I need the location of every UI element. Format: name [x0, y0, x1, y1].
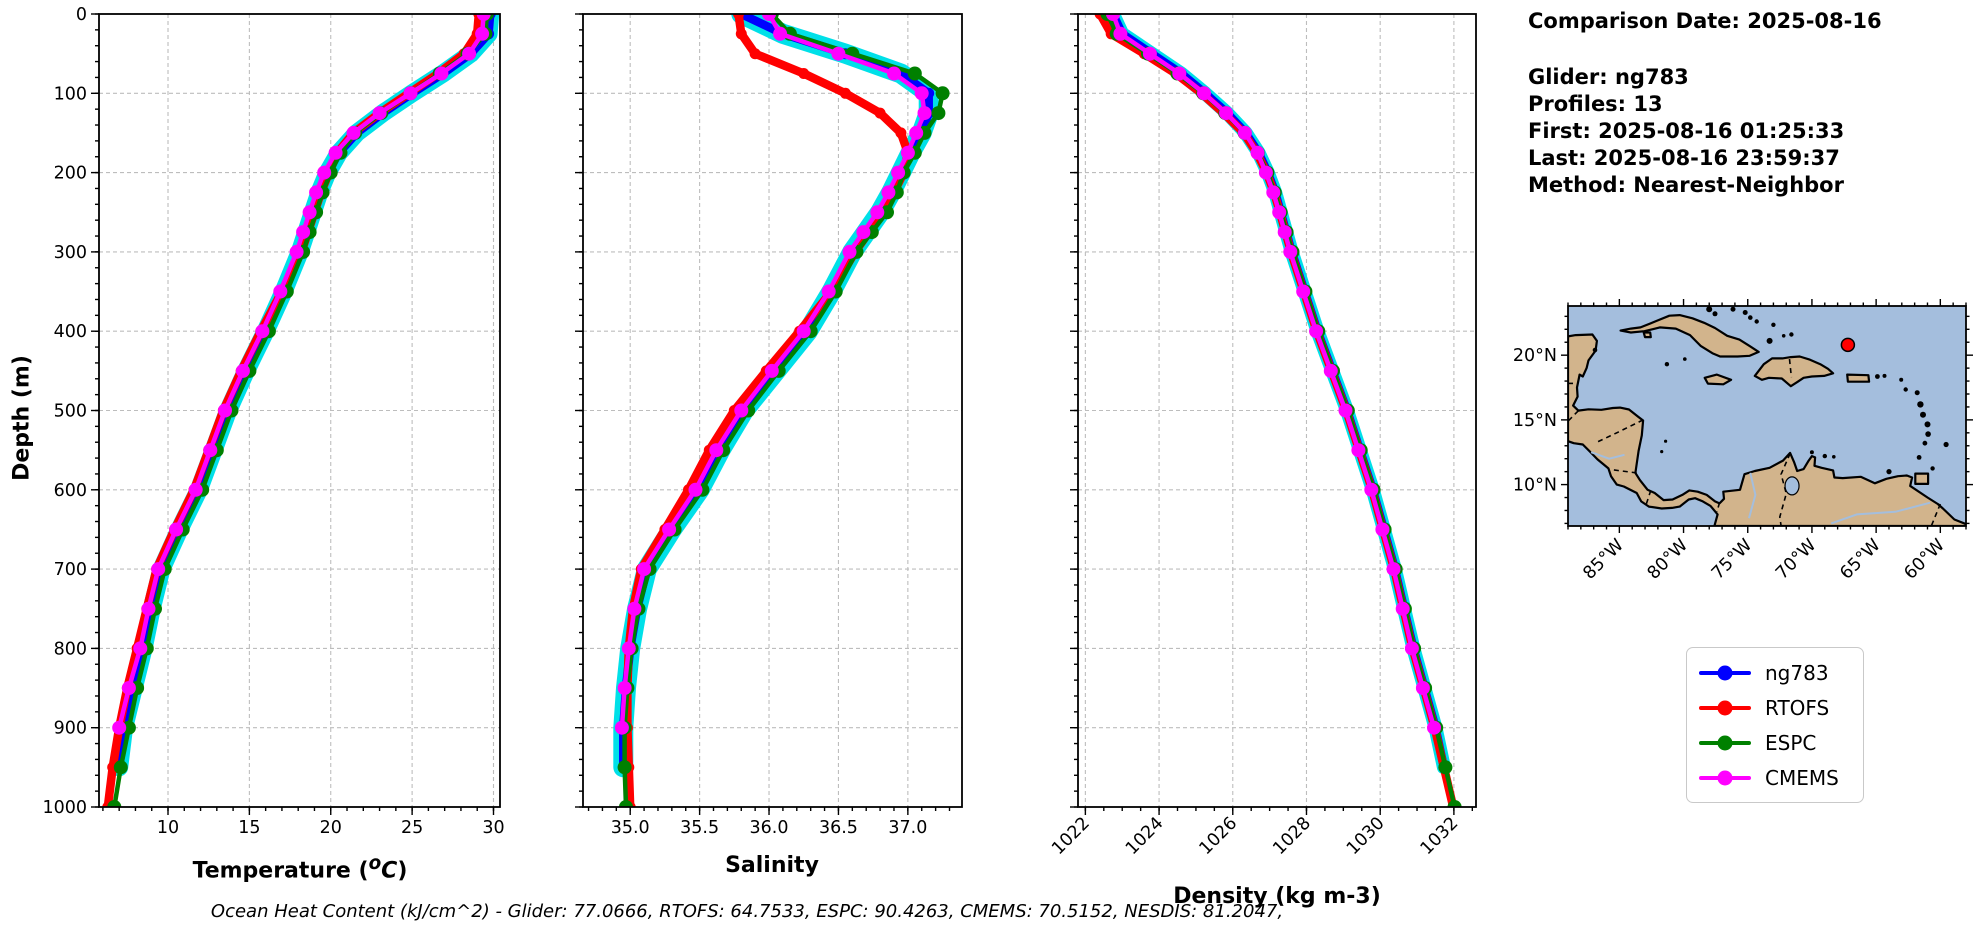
- salinity-plot: 35.0 35.5 36.0 36.5 37.0: [575, 13, 963, 838]
- ticks: [1070, 13, 1474, 815]
- svg-text:37.0: 37.0: [888, 818, 927, 838]
- ticks: [575, 13, 951, 815]
- tick-labels: 10 15 20 25 30010020030040050060070080090010…: [42, 5, 504, 838]
- legend-line-marker: [1699, 700, 1751, 715]
- svg-text:75°W: 75°W: [1708, 535, 1756, 583]
- svg-text:30: 30: [482, 818, 504, 838]
- glider-position-marker: [1840, 337, 1856, 353]
- density-plot: 1022 1024 1026 1028 1030 1032: [1048, 13, 1477, 859]
- salinity-axis-label: Salinity: [725, 853, 819, 878]
- svg-text:35.5: 35.5: [680, 818, 719, 838]
- series-markers-RTOFS: [102, 14, 485, 807]
- svg-text:15°N: 15°N: [1513, 411, 1557, 431]
- legend: ng783 RTOFS ESPC CMEMS: [1686, 647, 1864, 803]
- comparison-date: Comparison Date: 2025-08-16: [1528, 9, 1882, 33]
- svg-text:1000: 1000: [42, 798, 87, 818]
- ticks: [91, 13, 495, 815]
- legend-label: ESPC: [1765, 730, 1817, 755]
- series-markers-CMEMS: [614, 14, 932, 735]
- series-line-ng783: [619, 14, 933, 772]
- svg-text:20: 20: [320, 818, 342, 838]
- svg-text:60°W: 60°W: [1901, 535, 1949, 583]
- ocean-heat-content-note: Ocean Heat Content (kJ/cm^2) - Glider: 7…: [210, 901, 1284, 922]
- svg-text:200: 200: [54, 164, 87, 184]
- tick-labels: 35.0 35.5 36.0 36.5 37.0: [611, 818, 928, 838]
- svg-text:15: 15: [238, 818, 260, 838]
- legend-label: RTOFS: [1765, 695, 1830, 720]
- svg-text:700: 700: [54, 560, 87, 580]
- svg-text:300: 300: [54, 243, 87, 263]
- svg-text:85°W: 85°W: [1580, 535, 1628, 583]
- series-markers-ng783: [113, 14, 496, 773]
- series-line-ng783: [114, 14, 495, 772]
- legend-item-ng783: ng783: [1699, 655, 1851, 690]
- legend-label: ng783: [1765, 660, 1829, 685]
- svg-text:70°W: 70°W: [1772, 535, 1820, 583]
- series-group: [1094, 14, 1462, 807]
- series-markers-CMEMS: [112, 14, 491, 735]
- country-borders: [1568, 359, 1942, 526]
- last-profile-time: Last: 2025-08-16 23:59:37: [1528, 146, 1840, 170]
- svg-text:1022: 1022: [1048, 813, 1094, 859]
- legend-item-CMEMS: CMEMS: [1699, 760, 1851, 795]
- legend-item-ESPC: ESPC: [1699, 725, 1851, 760]
- legend-line-marker: [1699, 665, 1751, 680]
- series-group: [102, 14, 500, 807]
- grid: [99, 13, 500, 808]
- series-markers-CMEMS: [1106, 14, 1441, 735]
- interpolation-method: Method: Nearest-Neighbor: [1528, 173, 1844, 197]
- svg-text:1030: 1030: [1343, 813, 1389, 859]
- svg-text:10: 10: [157, 818, 179, 838]
- svg-text:20°N: 20°N: [1513, 346, 1557, 366]
- lake-maracaibo: [1784, 476, 1800, 496]
- comparison-info-block: Comparison Date: 2025-08-16 Glider: ng78…: [1528, 8, 1882, 199]
- svg-text:600: 600: [54, 481, 87, 501]
- svg-text:1026: 1026: [1196, 813, 1242, 859]
- legend-line-marker: [1699, 735, 1751, 750]
- svg-text:10°N: 10°N: [1513, 476, 1557, 496]
- density-axis-label: Density (kg m-3): [1173, 884, 1381, 909]
- svg-text:80°W: 80°W: [1644, 535, 1692, 583]
- legend-item-RTOFS: RTOFS: [1699, 690, 1851, 725]
- glider-envelope: [613, 14, 939, 778]
- svg-text:1024: 1024: [1122, 813, 1168, 859]
- series-line-CMEMS: [116, 14, 486, 730]
- glider-envelope: [110, 14, 500, 777]
- svg-text:36.5: 36.5: [819, 818, 858, 838]
- svg-text:800: 800: [54, 639, 87, 659]
- svg-text:36.0: 36.0: [750, 818, 789, 838]
- glider-name: Glider: ng783: [1528, 65, 1689, 89]
- legend-line-marker: [1699, 770, 1751, 785]
- temperature-plot: 10 15 20 25 30010020030040050060070080090010…: [42, 5, 504, 838]
- location-map: 85°W 80°W 75°W 70°W 65°W 60°W 20°N 15°N 10°N: [1513, 299, 1973, 584]
- map-ticks: [1561, 299, 1973, 533]
- series-group: [613, 14, 950, 807]
- glider-envelope: [1106, 14, 1451, 775]
- legend-label: CMEMS: [1765, 765, 1839, 790]
- svg-text:1028: 1028: [1269, 813, 1315, 859]
- profiles-count: Profiles: 13: [1528, 92, 1663, 116]
- svg-text:35.0: 35.0: [611, 818, 650, 838]
- tick-labels: 1022 1024 1026 1028 1030 1032: [1048, 813, 1462, 859]
- svg-text:25: 25: [401, 818, 423, 838]
- temperature-axis-label: Temperature (oC): [192, 853, 408, 884]
- map-land: [1568, 306, 1966, 526]
- svg-text:900: 900: [54, 719, 87, 739]
- svg-text:500: 500: [54, 402, 87, 422]
- rivers: [1590, 451, 1931, 525]
- svg-text:100: 100: [54, 84, 87, 104]
- svg-text:65°W: 65°W: [1836, 535, 1884, 583]
- first-profile-time: First: 2025-08-16 01:25:33: [1528, 119, 1845, 143]
- svg-text:0: 0: [76, 5, 87, 25]
- series-line-CMEMS: [1110, 14, 1437, 730]
- svg-text:400: 400: [54, 322, 87, 342]
- depth-axis-label: Depth (m): [9, 355, 35, 481]
- svg-text:1032: 1032: [1417, 813, 1463, 859]
- series-line-ng783: [1108, 14, 1449, 772]
- small-islands: [1592, 306, 1949, 475]
